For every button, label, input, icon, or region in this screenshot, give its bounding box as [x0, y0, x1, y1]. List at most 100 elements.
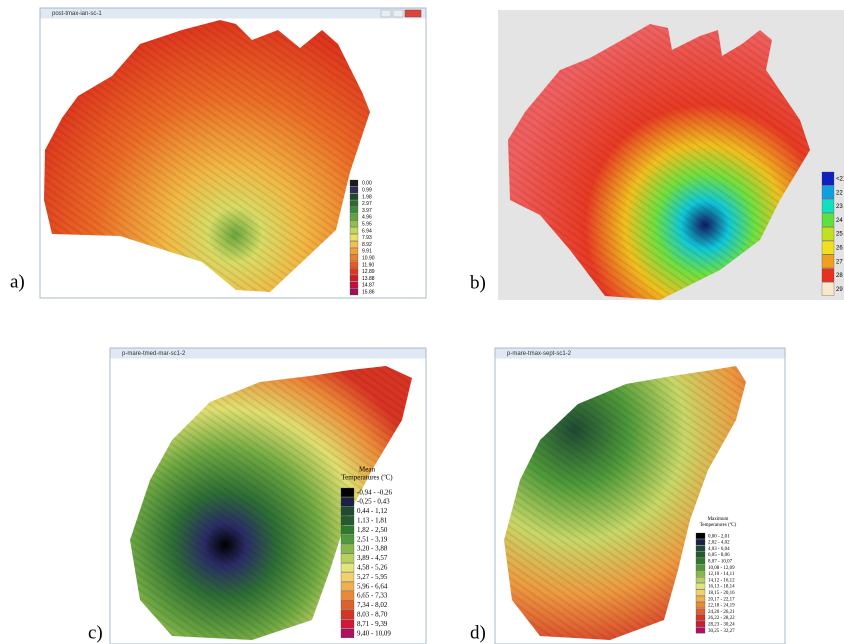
- legend-label: 23: [836, 204, 843, 210]
- legend-swatch: [341, 573, 354, 582]
- legend-label: 8,07 - 10,07: [708, 559, 733, 564]
- legend-swatch: [822, 200, 834, 213]
- legend-label: 12.89: [362, 269, 375, 275]
- panel-label: b): [470, 272, 486, 293]
- legend-label: 30,25 - 32,27: [708, 629, 735, 634]
- legend-label: 8,03 - 8,70: [357, 611, 388, 619]
- legend-label: 29: [836, 287, 843, 293]
- legend-label: 11.90: [362, 262, 374, 268]
- legend-swatch: [350, 180, 358, 186]
- minimize-button[interactable]: [381, 10, 391, 17]
- legend-label: 16,13 - 18,14: [708, 585, 735, 590]
- legend-label: 25: [836, 232, 843, 238]
- legend-swatch: [341, 582, 354, 591]
- legend-label: 3,20 - 3,88: [357, 545, 388, 553]
- legend-swatch: [350, 241, 358, 247]
- legend-label: 1,82 - 2,50: [357, 526, 388, 534]
- legend-swatch: [696, 615, 705, 621]
- legend-swatch: [696, 558, 705, 564]
- legend-swatch: [696, 590, 705, 596]
- legend-swatch: [341, 554, 354, 563]
- legend-swatch: [341, 629, 354, 638]
- legend-label: 5.95: [362, 222, 372, 228]
- legend-label: 26: [836, 245, 843, 251]
- legend-swatch: [350, 262, 358, 268]
- maximize-button[interactable]: [393, 10, 403, 17]
- legend-swatch: [350, 214, 358, 220]
- legend-label: 4.96: [362, 215, 372, 221]
- legend-label: 8,71 - 9,39: [357, 620, 388, 628]
- legend-swatch: [696, 571, 705, 577]
- legend-swatch: [696, 565, 705, 571]
- legend-swatch: [696, 577, 705, 583]
- legend-label: 3,89 - 4,57: [357, 554, 388, 562]
- legend-label: 5,27 - 5,95: [357, 573, 388, 581]
- legend-swatch: [350, 275, 358, 281]
- legend-label: -0,25 - 0,43: [357, 498, 390, 506]
- legend-title: Mean: [359, 466, 375, 474]
- legend-swatch: [696, 546, 705, 552]
- legend-swatch: [696, 533, 705, 539]
- close-button[interactable]: [405, 10, 421, 17]
- legend-swatch: [696, 596, 705, 602]
- legend-label: 24: [836, 218, 843, 224]
- legend-swatch: [341, 497, 354, 506]
- legend-label: 18,15 - 20,16: [708, 591, 735, 596]
- legend-label: 22,18 - 24,19: [708, 604, 735, 609]
- legend-swatch: [341, 563, 354, 572]
- legend-swatch: [696, 583, 705, 589]
- panel-label: d): [470, 622, 486, 643]
- legend-label: 14.87: [362, 283, 375, 289]
- legend-swatch: [350, 228, 358, 234]
- legend-swatch: [350, 187, 358, 193]
- legend-label: 0.00: [362, 181, 372, 187]
- legend-swatch: [350, 234, 358, 240]
- panel-label: a): [10, 271, 25, 292]
- legend-label: 0,00 - 2,01: [708, 534, 730, 539]
- window-title: p-mare-tmed-mar-sc1-2: [122, 351, 186, 357]
- legend-label: <21: [836, 176, 844, 182]
- legend-swatch: [341, 535, 354, 544]
- legend-swatch: [350, 268, 358, 274]
- legend-swatch: [822, 282, 834, 295]
- legend-label: 26,22 - 28,22: [708, 616, 735, 621]
- legend-label: 12,10 - 14,11: [708, 572, 735, 577]
- legend-label: 6.94: [362, 228, 372, 234]
- legend-swatch: [822, 269, 834, 282]
- legend-swatch: [822, 186, 834, 199]
- legend-label: 14,12 - 16,12: [708, 578, 735, 583]
- legend-swatch: [696, 602, 705, 608]
- legend-swatch: [341, 516, 354, 525]
- legend-label: 7,34 - 8,02: [357, 601, 388, 609]
- legend-label: 6,65 - 7,33: [357, 592, 388, 600]
- legend-label: 6,05 - 8,06: [708, 553, 730, 558]
- legend-swatch: [350, 282, 358, 288]
- legend-label: 15.86: [362, 290, 375, 296]
- panel-label: c): [88, 622, 103, 643]
- legend-label: 20,17 - 22,17: [708, 597, 735, 602]
- legend-label: 0,44 - 1,12: [357, 507, 388, 515]
- legend-swatch: [341, 526, 354, 535]
- legend-swatch: [341, 544, 354, 553]
- legend-label: 24,20 - 26,21: [708, 610, 735, 615]
- legend-swatch: [696, 621, 705, 627]
- legend-swatch: [696, 609, 705, 615]
- legend-label: 5,96 - 6,64: [357, 582, 388, 590]
- legend-swatch: [822, 241, 834, 254]
- legend-label: 7.93: [362, 235, 372, 241]
- legend-label: 4,03 - 6,04: [708, 547, 730, 552]
- legend-label: 9.91: [362, 249, 372, 255]
- legend-swatch: [696, 552, 705, 558]
- legend-label: 10,08 - 12,09: [708, 566, 735, 571]
- legend-swatch: [822, 172, 834, 185]
- legend-title: Temperatures (ºC): [341, 474, 393, 482]
- legend-swatch: [350, 289, 358, 295]
- legend-swatch: [822, 213, 834, 226]
- legend-swatch: [350, 194, 358, 200]
- legend-label: 2,51 - 3,19: [357, 535, 388, 543]
- legend-swatch: [822, 227, 834, 240]
- legend-swatch: [696, 539, 705, 545]
- legend-label: 10.90: [362, 256, 375, 262]
- legend-label: 1,13 - 1,81: [357, 517, 388, 525]
- legend-swatch: [822, 255, 834, 268]
